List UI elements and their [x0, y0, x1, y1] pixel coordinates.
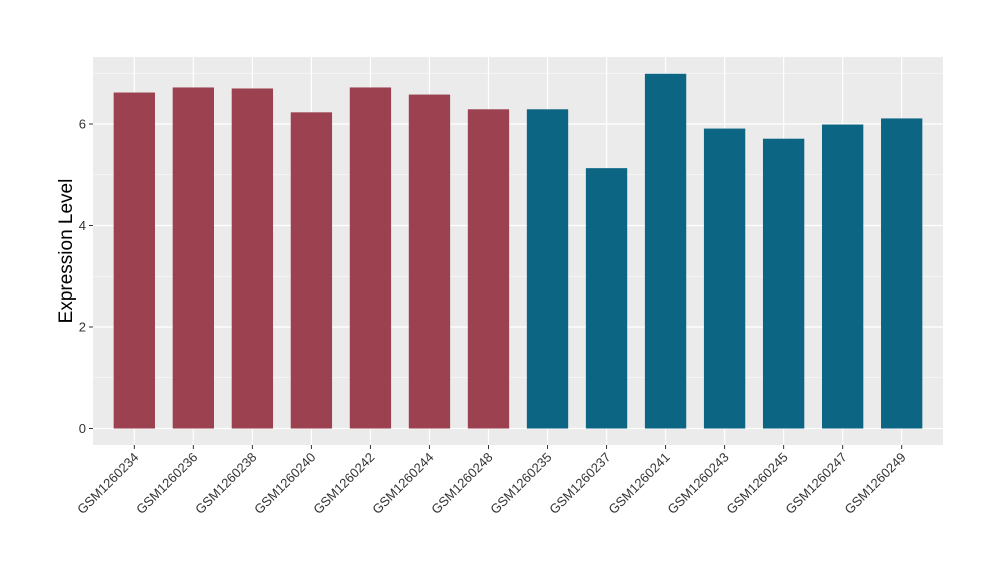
- x-tick-label: GSM1260238: [192, 450, 259, 517]
- x-tick-label: GSM1260248: [428, 450, 495, 517]
- x-tick-label: GSM1260241: [605, 450, 672, 517]
- bar-GSM1260241: [644, 73, 687, 429]
- x-tick-label: GSM1260237: [546, 450, 613, 517]
- x-tick-label: GSM1260240: [251, 450, 318, 517]
- y-tick-label: 2: [79, 320, 86, 335]
- bar-GSM1260249: [881, 118, 923, 429]
- bar-GSM1260238: [231, 88, 274, 429]
- x-tick-label: GSM1260236: [133, 450, 200, 517]
- plot-panel: [93, 57, 943, 445]
- x-tick-label: GSM1260235: [487, 450, 554, 517]
- bar-GSM1260247: [821, 124, 864, 429]
- x-tick-label: GSM1260242: [310, 450, 377, 517]
- bar-GSM1260244: [408, 94, 451, 429]
- x-tick-label: GSM1260249: [841, 450, 908, 517]
- y-tick-label: 6: [79, 117, 86, 132]
- bars-layer: [113, 73, 923, 429]
- x-tick-label: GSM1260243: [664, 450, 731, 517]
- bar-GSM1260236: [172, 87, 215, 429]
- x-tick-label: GSM1260247: [782, 450, 849, 517]
- bar-GSM1260235: [526, 109, 569, 429]
- bar-GSM1260245: [762, 138, 805, 429]
- x-tick-label: GSM1260244: [369, 450, 436, 517]
- bar-GSM1260240: [290, 112, 333, 429]
- x-axis: GSM1260234GSM1260236GSM1260238GSM1260240…: [74, 445, 909, 517]
- bar-GSM1260234: [113, 92, 155, 429]
- y-axis: 0 2 4 6: [79, 117, 93, 436]
- y-axis-label: Expression Level: [56, 179, 77, 324]
- bar-GSM1260242: [349, 87, 392, 429]
- y-tick-label: 0: [79, 421, 86, 436]
- x-tick-label: GSM1260245: [723, 450, 790, 517]
- bar-GSM1260243: [703, 128, 746, 429]
- y-tick-label: 4: [79, 218, 86, 233]
- x-tick-label: GSM1260234: [74, 450, 141, 517]
- bar-GSM1260237: [585, 168, 628, 429]
- bar-GSM1260248: [467, 109, 510, 429]
